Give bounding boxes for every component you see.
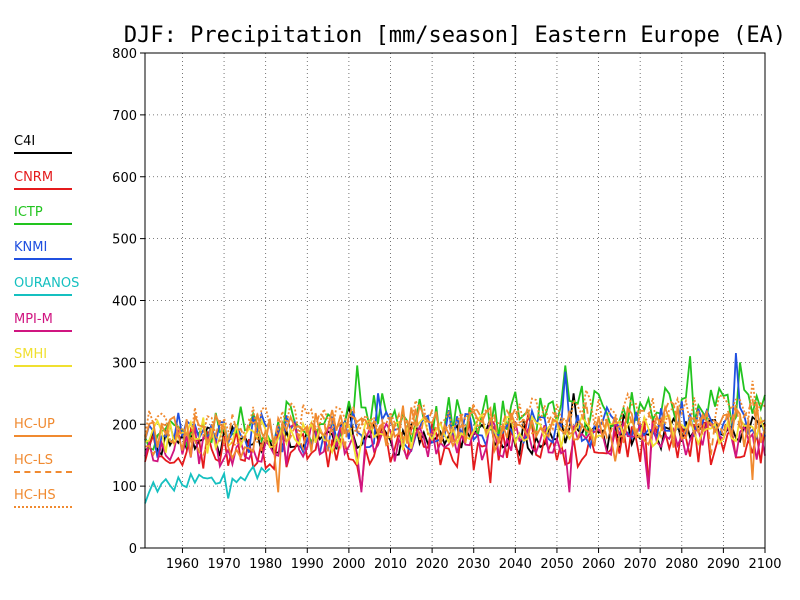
axis-ticks: 0 100 200 300 400 500 600 700 800 1960 1970 1980 199… bbox=[112, 47, 781, 572]
x-tick-label: 1960 bbox=[166, 557, 199, 572]
legend-line-swatch bbox=[14, 506, 72, 508]
legend-item-smhi: SMHI bbox=[14, 347, 74, 367]
y-tick-label: 600 bbox=[112, 171, 137, 186]
x-tick-label: 2070 bbox=[624, 557, 657, 572]
legend-label: HC-HS bbox=[14, 488, 56, 503]
legend-line-swatch bbox=[14, 471, 72, 473]
x-tick-label: 1990 bbox=[291, 557, 324, 572]
legend-label: HC-UP bbox=[14, 417, 55, 432]
legend-item-hc-hs: HC-HS bbox=[14, 488, 74, 508]
legend-line-swatch bbox=[14, 330, 72, 332]
x-tick-label: 2010 bbox=[374, 557, 407, 572]
legend-label: SMHI bbox=[14, 347, 48, 362]
legend-line-swatch bbox=[14, 188, 72, 190]
legend-item-knmi: KNMI bbox=[14, 240, 74, 260]
legend-line-swatch bbox=[14, 223, 72, 225]
legend-label: OURANOS bbox=[14, 276, 80, 291]
legend-label: CNRM bbox=[14, 170, 54, 185]
legend-label: MPI-M bbox=[14, 312, 53, 327]
series-line-ouranos bbox=[144, 464, 271, 504]
legend-line-swatch bbox=[14, 294, 72, 296]
x-tick-label: 2090 bbox=[707, 557, 740, 572]
x-tick-label: 2040 bbox=[499, 557, 532, 572]
grid-lines bbox=[145, 53, 765, 548]
x-tick-label: 2050 bbox=[540, 557, 573, 572]
legend-label: ICTP bbox=[14, 205, 43, 220]
series-line-knmi bbox=[144, 353, 766, 458]
chart-title: DJF: Precipitation [mm/season] Eastern E… bbox=[124, 23, 786, 48]
legend-item-c4i: C4I bbox=[14, 134, 74, 154]
series-line-hc-up bbox=[144, 402, 766, 493]
legend-label: C4I bbox=[14, 134, 36, 149]
y-tick-label: 300 bbox=[112, 356, 137, 371]
y-tick-label: 100 bbox=[112, 480, 137, 495]
x-tick-label: 1980 bbox=[249, 557, 282, 572]
legend-line-swatch bbox=[14, 435, 72, 437]
y-tick-label: 500 bbox=[112, 233, 137, 248]
legend-item-ouranos: OURANOS bbox=[14, 276, 80, 296]
x-tick-label: 2030 bbox=[457, 557, 490, 572]
y-tick-label: 700 bbox=[112, 109, 137, 124]
x-tick-label: 2100 bbox=[748, 557, 781, 572]
y-tick-label: 200 bbox=[112, 418, 137, 433]
legend-item-cnrm: CNRM bbox=[14, 170, 74, 190]
y-tick-label: 0 bbox=[129, 542, 137, 557]
legend-label: HC-LS bbox=[14, 453, 54, 468]
legend-item-ictp: ICTP bbox=[14, 205, 74, 225]
y-tick-label: 400 bbox=[112, 295, 137, 310]
x-tick-label: 2020 bbox=[416, 557, 449, 572]
series-line-hc-hs bbox=[144, 380, 766, 446]
y-tick-label: 800 bbox=[112, 47, 137, 62]
x-tick-label: 2080 bbox=[665, 557, 698, 572]
x-tick-label: 2060 bbox=[582, 557, 615, 572]
series-layer bbox=[144, 353, 766, 504]
legend-item-hc-up: HC-UP bbox=[14, 417, 74, 437]
legend-label: KNMI bbox=[14, 240, 48, 255]
legend-item-hc-ls: HC-LS bbox=[14, 453, 74, 473]
x-tick-label: 2000 bbox=[332, 557, 365, 572]
legend-line-swatch bbox=[14, 365, 72, 367]
legend-item-mpi-m: MPI-M bbox=[14, 312, 74, 332]
x-tick-label: 1970 bbox=[208, 557, 241, 572]
legend-line-swatch bbox=[14, 258, 72, 260]
legend-line-swatch bbox=[14, 152, 72, 154]
series-line-mpi-m bbox=[144, 417, 766, 493]
